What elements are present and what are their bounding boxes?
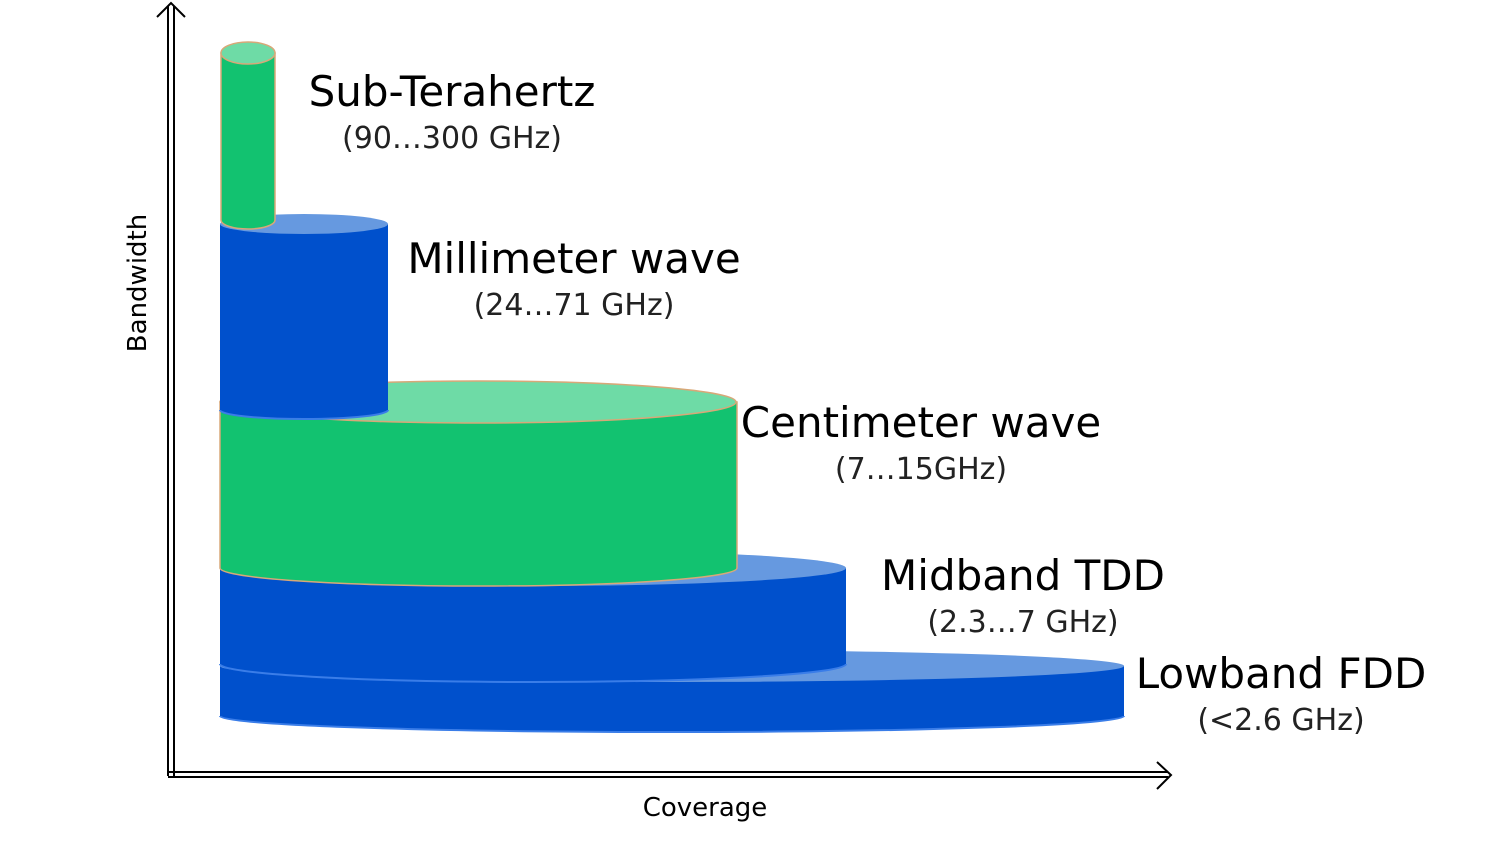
midband-name: Midband TDD xyxy=(881,551,1165,600)
subthz-cylinder xyxy=(220,41,276,230)
y-axis xyxy=(156,1,186,776)
lowband-name: Lowband FDD xyxy=(1136,649,1427,698)
lowband-range: (<2.6 GHz) xyxy=(1197,703,1364,738)
subthz-name: Sub-Terahertz xyxy=(309,67,596,116)
millimeter-range: (24…71 GHz) xyxy=(474,288,675,323)
millimeter-name: Millimeter wave xyxy=(407,234,740,283)
centimeter-range: (7…15GHz) xyxy=(835,452,1007,487)
y-axis-label: Bandwidth xyxy=(123,214,153,352)
midband-range: (2.3…7 GHz) xyxy=(927,605,1118,640)
x-axis-label: Coverage xyxy=(643,793,768,823)
x-axis xyxy=(168,761,1173,790)
millimeter-cylinder xyxy=(219,214,389,420)
centimeter-name: Centimeter wave xyxy=(741,398,1101,447)
subthz-range: (90…300 GHz) xyxy=(342,121,562,156)
